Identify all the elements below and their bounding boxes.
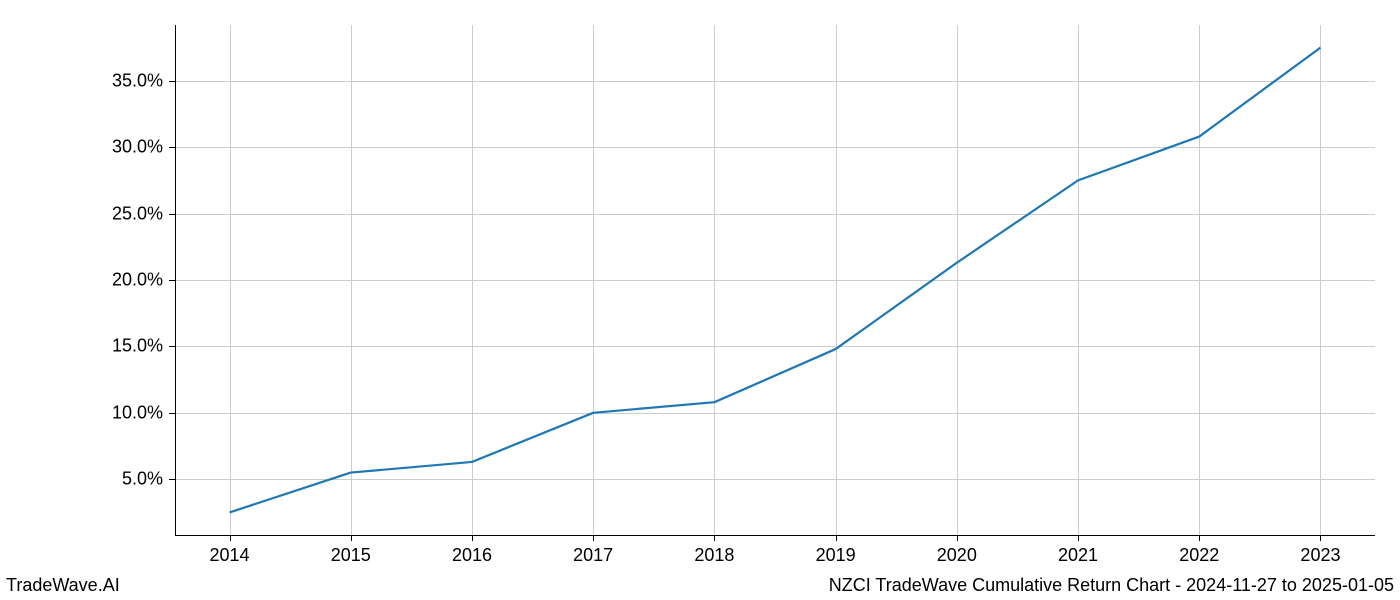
x-tick-label: 2014 bbox=[210, 545, 250, 566]
y-tick-label: 10.0% bbox=[112, 402, 163, 423]
x-axis-spine bbox=[175, 535, 1375, 536]
footer-left-text: TradeWave.AI bbox=[6, 575, 120, 596]
plot-area: 2014201520162017201820192020202120222023… bbox=[175, 25, 1375, 535]
y-tick-label: 35.0% bbox=[112, 70, 163, 91]
line-series-svg bbox=[175, 25, 1375, 535]
x-tick-label: 2019 bbox=[816, 545, 856, 566]
x-tick-label: 2017 bbox=[573, 545, 613, 566]
y-tick-label: 30.0% bbox=[112, 137, 163, 158]
x-tick-label: 2016 bbox=[452, 545, 492, 566]
x-tick-label: 2015 bbox=[331, 545, 371, 566]
chart-container: 2014 2015 2016 2017 2018 2019 2020 2021 2022 2023… bbox=[0, 0, 1400, 600]
x-tick-label: 2021 bbox=[1058, 545, 1098, 566]
y-tick-label: 5.0% bbox=[122, 469, 163, 490]
y-tick-label: 25.0% bbox=[112, 203, 163, 224]
x-tick-label: 2023 bbox=[1300, 545, 1340, 566]
x-tick-label: 2020 bbox=[937, 545, 977, 566]
cumulative-return-line bbox=[230, 48, 1321, 513]
x-tick-label: 2022 bbox=[1179, 545, 1219, 566]
x-tick-label: 2018 bbox=[694, 545, 734, 566]
y-tick-label: 20.0% bbox=[112, 270, 163, 291]
y-tick-label: 15.0% bbox=[112, 336, 163, 357]
footer-right-text: NZCI TradeWave Cumulative Return Chart -… bbox=[829, 575, 1394, 596]
